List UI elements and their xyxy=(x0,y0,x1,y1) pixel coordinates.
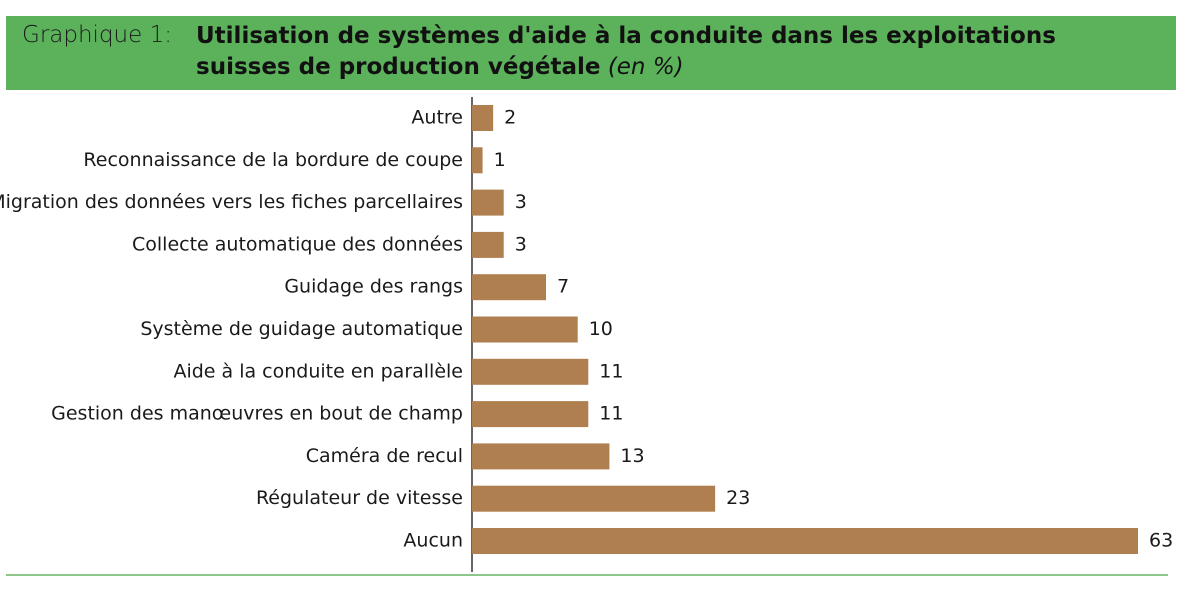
value-label: 63 xyxy=(1149,530,1173,552)
bar xyxy=(472,189,504,216)
value-label: 23 xyxy=(726,487,750,509)
category-label: Gestion des manœuvres en bout de champ xyxy=(51,403,463,425)
value-label: 11 xyxy=(599,360,623,382)
category-label: Système de guidage automatique xyxy=(140,318,463,340)
bar xyxy=(472,401,589,428)
category-label: Aide à la conduite en parallèle xyxy=(173,360,463,382)
value-label: 3 xyxy=(515,233,527,255)
category-label: Reconnaissance de la bordure de coupe xyxy=(83,149,463,171)
chart-subtitle: (en %) xyxy=(607,54,684,80)
category-label: Autre xyxy=(411,107,463,129)
bar xyxy=(472,231,504,258)
title-block: Utilisation de systèmes d'aide à la cond… xyxy=(196,21,1156,83)
value-label: 10 xyxy=(589,318,613,340)
category-label: Migration des données vers les fiches pa… xyxy=(0,191,463,213)
bar xyxy=(472,485,716,512)
chart-label: Graphique 1: xyxy=(22,22,172,48)
bar xyxy=(472,358,589,385)
category-label: Caméra de recul xyxy=(306,445,463,467)
bar xyxy=(472,147,483,174)
category-label: Régulateur de vitesse xyxy=(256,487,463,509)
value-label: 2 xyxy=(504,107,516,129)
bar xyxy=(472,105,494,131)
value-label: 13 xyxy=(620,445,644,467)
value-label: 7 xyxy=(557,276,569,298)
value-label: 1 xyxy=(494,149,506,171)
bar xyxy=(472,274,546,301)
bar xyxy=(472,316,578,343)
bar xyxy=(472,528,1138,554)
value-label: 3 xyxy=(515,191,527,213)
value-label: 11 xyxy=(599,403,623,425)
bar xyxy=(472,443,610,470)
category-label: Guidage des rangs xyxy=(284,276,463,298)
chart-title: Utilisation de systèmes d'aide à la cond… xyxy=(196,23,1056,80)
category-label: Aucun xyxy=(403,530,463,552)
header: Graphique 1: Utilisation de systèmes d'a… xyxy=(6,16,1176,90)
category-label: Collecte automatique des données xyxy=(132,233,463,255)
